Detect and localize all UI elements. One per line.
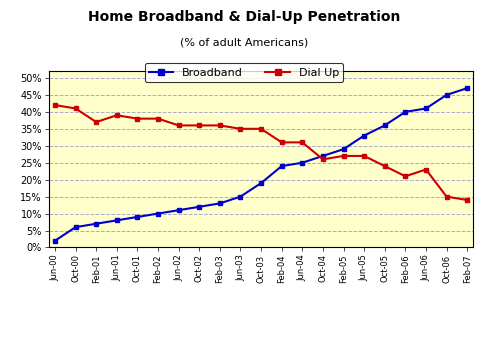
- Dial Up: [258, 127, 264, 131]
- Dial Up: [279, 140, 285, 144]
- Dial Up: [196, 123, 202, 127]
- Line: Broadband: Broadband: [53, 86, 469, 243]
- Dial Up: [444, 195, 449, 199]
- Broadband: [176, 208, 182, 212]
- Dial Up: [155, 117, 161, 121]
- Dial Up: [135, 117, 141, 121]
- Broadband: [320, 154, 326, 158]
- Dial Up: [238, 127, 244, 131]
- Broadband: [52, 239, 58, 243]
- Dial Up: [114, 113, 120, 117]
- Broadband: [114, 218, 120, 222]
- Broadband: [279, 164, 285, 168]
- Broadband: [423, 106, 429, 111]
- Dial Up: [423, 167, 429, 172]
- Broadband: [341, 147, 346, 151]
- Dial Up: [217, 123, 223, 127]
- Broadband: [382, 123, 387, 127]
- Broadband: [299, 161, 305, 165]
- Broadband: [93, 222, 99, 226]
- Dial Up: [176, 123, 182, 127]
- Dial Up: [299, 140, 305, 144]
- Dial Up: [382, 164, 387, 168]
- Dial Up: [320, 157, 326, 161]
- Dial Up: [464, 198, 470, 202]
- Dial Up: [403, 174, 408, 178]
- Broadband: [464, 86, 470, 90]
- Dial Up: [73, 106, 79, 111]
- Broadband: [258, 181, 264, 185]
- Text: Home Broadband & Dial-Up Penetration: Home Broadband & Dial-Up Penetration: [88, 10, 400, 24]
- Broadband: [73, 225, 79, 229]
- Dial Up: [341, 154, 346, 158]
- Broadband: [155, 212, 161, 216]
- Broadband: [444, 93, 449, 97]
- Broadband: [238, 195, 244, 199]
- Broadband: [361, 134, 367, 138]
- Text: (% of adult Americans): (% of adult Americans): [180, 37, 308, 47]
- Broadband: [135, 215, 141, 219]
- Broadband: [217, 201, 223, 205]
- Broadband: [403, 110, 408, 114]
- Broadband: [196, 205, 202, 209]
- Dial Up: [361, 154, 367, 158]
- Dial Up: [93, 120, 99, 124]
- Dial Up: [52, 103, 58, 107]
- Line: Dial Up: Dial Up: [53, 103, 469, 202]
- Legend: Broadband, Dial Up: Broadband, Dial Up: [144, 63, 344, 82]
